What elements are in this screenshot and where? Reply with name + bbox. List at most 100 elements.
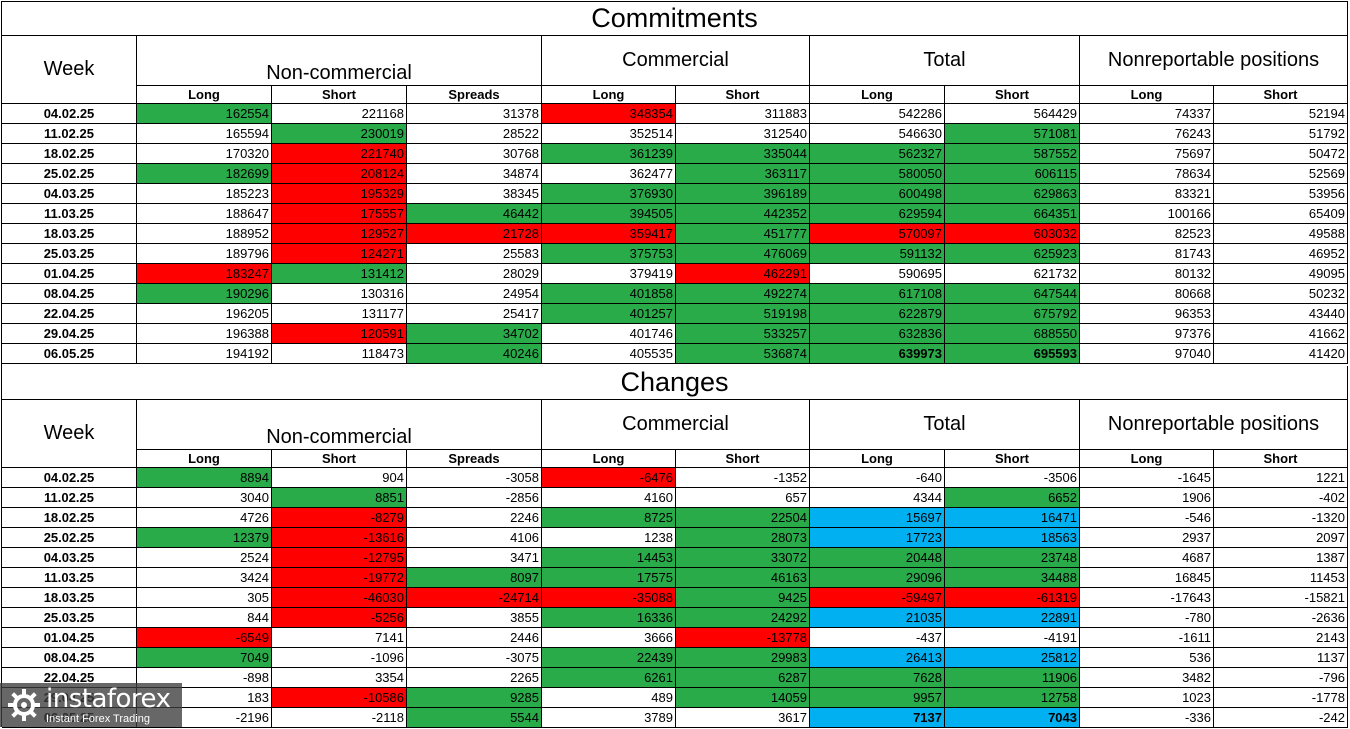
value-cell: 120591	[272, 324, 407, 344]
value-cell: 348354	[542, 104, 676, 124]
value-cell: 3040	[137, 488, 272, 508]
value-cell: 185223	[137, 184, 272, 204]
value-cell: -5256	[272, 608, 407, 628]
value-cell: -640	[810, 468, 945, 488]
value-cell: 7141	[272, 628, 407, 648]
value-cell: -780	[1080, 608, 1214, 628]
value-cell: 664351	[945, 204, 1080, 224]
value-cell: -12795	[272, 548, 407, 568]
subheader-commercial-short: Short	[676, 450, 810, 468]
value-cell: 24292	[676, 608, 810, 628]
value-cell: 442352	[676, 204, 810, 224]
value-cell: -15821	[1214, 588, 1348, 608]
value-cell: 75697	[1080, 144, 1214, 164]
value-cell: 8725	[542, 508, 676, 528]
value-cell: 14453	[542, 548, 676, 568]
subheader-nonreportable-short: Short	[1214, 450, 1348, 468]
value-cell: 396189	[676, 184, 810, 204]
week-cell: 18.03.25	[2, 588, 137, 608]
value-cell: 50232	[1214, 284, 1348, 304]
value-cell: 362477	[542, 164, 676, 184]
subheader-non-commercial-spreads: Spreads	[407, 86, 542, 104]
value-cell: 21728	[407, 224, 542, 244]
value-cell: 562327	[810, 144, 945, 164]
value-cell: 30768	[407, 144, 542, 164]
value-cell: 401257	[542, 304, 676, 324]
value-cell: 695593	[945, 344, 1080, 364]
value-cell: 195329	[272, 184, 407, 204]
subheader-commercial-short: Short	[676, 86, 810, 104]
value-cell: 629594	[810, 204, 945, 224]
value-cell: 8851	[272, 488, 407, 508]
group-header-total: Total	[810, 36, 1080, 86]
value-cell: 536	[1080, 648, 1214, 668]
subheader-total-short: Short	[945, 450, 1080, 468]
value-cell: 1137	[1214, 648, 1348, 668]
value-cell: 162554	[137, 104, 272, 124]
value-cell: 1387	[1214, 548, 1348, 568]
value-cell: -2196	[137, 708, 272, 728]
value-cell: 580050	[810, 164, 945, 184]
value-cell: 46163	[676, 568, 810, 588]
value-cell: 1906	[1080, 488, 1214, 508]
week-cell: 11.03.25	[2, 568, 137, 588]
value-cell: 194192	[137, 344, 272, 364]
value-cell: 4106	[407, 528, 542, 548]
value-cell: 29096	[810, 568, 945, 588]
value-cell: 587552	[945, 144, 1080, 164]
value-cell: 17723	[810, 528, 945, 548]
value-cell: 312540	[676, 124, 810, 144]
value-cell: -46030	[272, 588, 407, 608]
value-cell: 221740	[272, 144, 407, 164]
value-cell: 519198	[676, 304, 810, 324]
instaforex-watermark: instaforex Instant Forex Trading	[0, 683, 182, 727]
value-cell: 230019	[272, 124, 407, 144]
value-cell: -59497	[810, 588, 945, 608]
value-cell: 401858	[542, 284, 676, 304]
value-cell: 311883	[676, 104, 810, 124]
subheader-nonreportable-short: Short	[1214, 86, 1348, 104]
value-cell: 28073	[676, 528, 810, 548]
value-cell: 688550	[945, 324, 1080, 344]
group-header-commercial: Commercial	[542, 400, 810, 450]
subheader-non-commercial-spreads: Spreads	[407, 450, 542, 468]
value-cell: 405535	[542, 344, 676, 364]
value-cell: 188647	[137, 204, 272, 224]
value-cell: 12758	[945, 688, 1080, 708]
value-cell: 41662	[1214, 324, 1348, 344]
value-cell: 603032	[945, 224, 1080, 244]
value-cell: 31378	[407, 104, 542, 124]
value-cell: 11453	[1214, 568, 1348, 588]
value-cell: 196388	[137, 324, 272, 344]
subheader-non-commercial-long: Long	[137, 86, 272, 104]
value-cell: -336	[1080, 708, 1214, 728]
week-cell: 25.02.25	[2, 164, 137, 184]
week-cell: 18.03.25	[2, 224, 137, 244]
week-cell: 25.03.25	[2, 608, 137, 628]
value-cell: 3354	[272, 668, 407, 688]
value-cell: 33072	[676, 548, 810, 568]
value-cell: 21035	[810, 608, 945, 628]
subheader-total-long: Long	[810, 86, 945, 104]
value-cell: 570097	[810, 224, 945, 244]
week-cell: 22.04.25	[2, 304, 137, 324]
value-cell: 375753	[542, 244, 676, 264]
value-cell: 606115	[945, 164, 1080, 184]
value-cell: -796	[1214, 668, 1348, 688]
value-cell: 131412	[272, 264, 407, 284]
value-cell: 7043	[945, 708, 1080, 728]
value-cell: 3617	[676, 708, 810, 728]
value-cell: -24714	[407, 588, 542, 608]
value-cell: -19772	[272, 568, 407, 588]
value-cell: 96353	[1080, 304, 1214, 324]
value-cell: 183	[137, 688, 272, 708]
week-cell: 04.03.25	[2, 184, 137, 204]
value-cell: -13778	[676, 628, 810, 648]
value-cell: 18563	[945, 528, 1080, 548]
watermark-brand: instaforex	[46, 683, 171, 714]
value-cell: 3482	[1080, 668, 1214, 688]
value-cell: 844	[137, 608, 272, 628]
value-cell: 2097	[1214, 528, 1348, 548]
value-cell: 363117	[676, 164, 810, 184]
